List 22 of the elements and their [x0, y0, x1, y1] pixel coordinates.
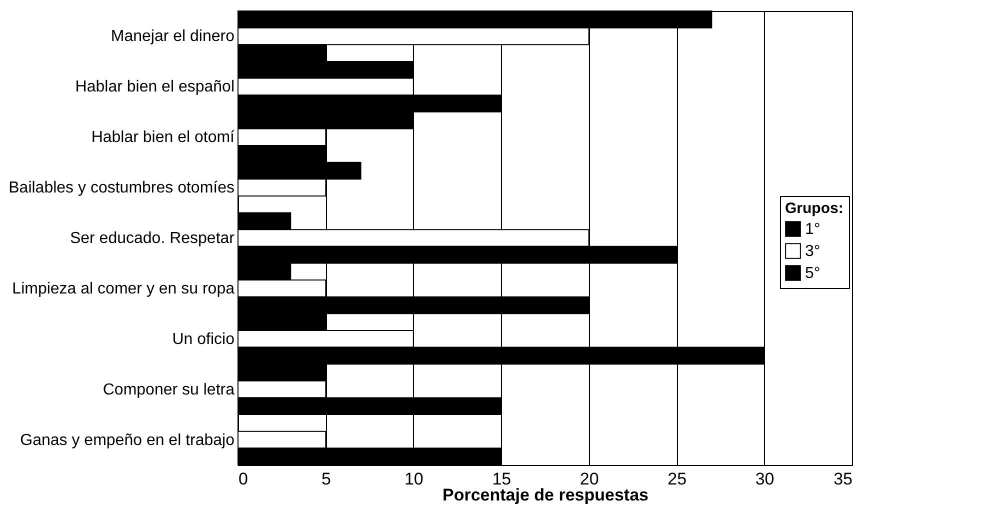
y-tick-label: Ganas y empeño en el trabajo: [20, 432, 235, 449]
x-tick-label: 15: [492, 470, 512, 488]
x-tick-label: 25: [668, 470, 687, 488]
legend-label: 1°: [805, 221, 820, 238]
x-tick-label: 30: [755, 470, 774, 488]
x-tick-label: 5: [321, 470, 331, 488]
y-tick-label: Hablar bien el español: [75, 78, 234, 96]
x-tick-label: 35: [834, 470, 852, 488]
y-tick-label: Hablar bien el otomí: [91, 129, 236, 146]
x-tick-label: 20: [580, 470, 599, 488]
y-tick-label: Limpieza al comer y en su ropa: [12, 280, 235, 298]
y-tick-label: Ser educado. Respetar: [70, 230, 236, 247]
x-tick-label: 10: [404, 470, 424, 488]
legend-title: Grupos:: [785, 200, 844, 217]
y-tick-label: Componer su letra: [102, 381, 235, 398]
y-tick-label: Un oficio: [172, 330, 235, 348]
x-tick-label: 0: [238, 470, 248, 488]
y-tick-label: Manejar el dinero: [110, 28, 235, 46]
x-axis-title: Porcentaje de respuestas: [442, 486, 648, 504]
y-tick-label: Bailables y costumbres otomíes: [8, 180, 234, 197]
legend-label: 5°: [805, 265, 820, 282]
legend-label: 3°: [805, 243, 820, 260]
